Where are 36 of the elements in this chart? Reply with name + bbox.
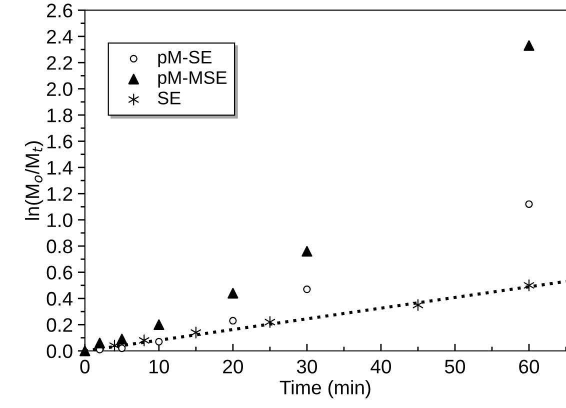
point [228, 288, 238, 299]
y-tick-label: 2.0 [47, 82, 72, 96]
x-tick-label: 0 [80, 360, 90, 374]
x-tick-label: 10 [150, 360, 169, 374]
x-tick-label: 50 [444, 360, 466, 374]
x-tick-label: 20 [223, 360, 243, 374]
y-tick-label: 2.2 [47, 56, 72, 70]
point [94, 338, 106, 348]
x-axis-title: Time (min) [280, 380, 370, 398]
point [155, 338, 163, 346]
x-tick-label: 40 [370, 360, 392, 374]
y-tick-label: 2.6 [47, 4, 72, 18]
y-tick-label: 1.8 [48, 108, 72, 122]
point [303, 285, 311, 294]
y-tick-label: 1.2 [48, 187, 72, 201]
y-tick-label: 0.6 [46, 266, 72, 280]
legend-label: pM-MSE [158, 71, 227, 88]
y-tick-label: 0.2 [46, 318, 72, 332]
point [116, 334, 128, 344]
y-tick-label: 2.4 [47, 30, 73, 44]
point [118, 344, 126, 352]
x-tick-label: 60 [519, 360, 540, 374]
point [302, 246, 312, 257]
y-tick-label: 0.0 [46, 344, 72, 358]
x-tick-label: 30 [296, 360, 317, 374]
point [154, 319, 164, 330]
point [229, 316, 237, 325]
y-tick-label: 1.0 [48, 213, 72, 228]
point [525, 200, 533, 208]
point [524, 40, 534, 51]
y-axis-title: ln(M$_{o}$/M$_{t}$) [25, 141, 44, 220]
legend-label: pM-SE [158, 50, 212, 68]
y-tick-label: 0.4 [46, 292, 73, 306]
y-tick-label: 0.8 [46, 240, 72, 254]
y-tick-label: 1.4 [48, 161, 73, 174]
y-tick-label: 1.6 [48, 134, 72, 148]
